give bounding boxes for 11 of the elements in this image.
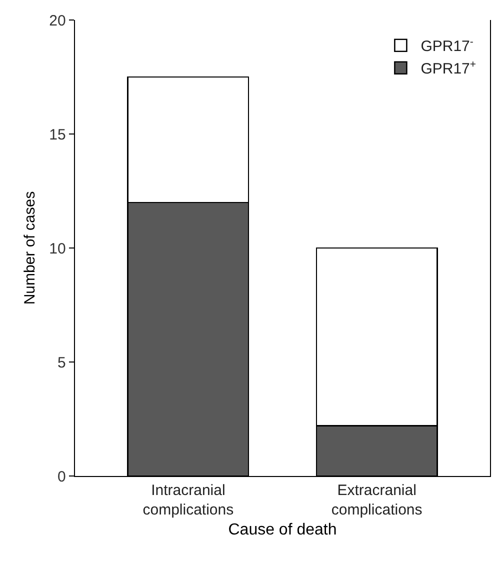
x-axis-title: Cause of death xyxy=(228,521,337,538)
legend-label: GPR17$^{-}$ xyxy=(420,36,474,56)
y-tick-label: 5 xyxy=(58,354,66,372)
y-tick-label: 0 xyxy=(58,468,66,486)
x-tick-label: Intracranial complications xyxy=(142,482,234,519)
y-tick-label: 15 xyxy=(49,126,66,144)
legend-label: GPR17$^{+}$ xyxy=(420,58,476,78)
y-tick-label: 20 xyxy=(49,12,66,30)
y-tick-label: 10 xyxy=(49,240,66,258)
y-axis-title: Number of cases xyxy=(22,191,39,305)
x-tick-label: Extracranial complications xyxy=(331,482,422,519)
